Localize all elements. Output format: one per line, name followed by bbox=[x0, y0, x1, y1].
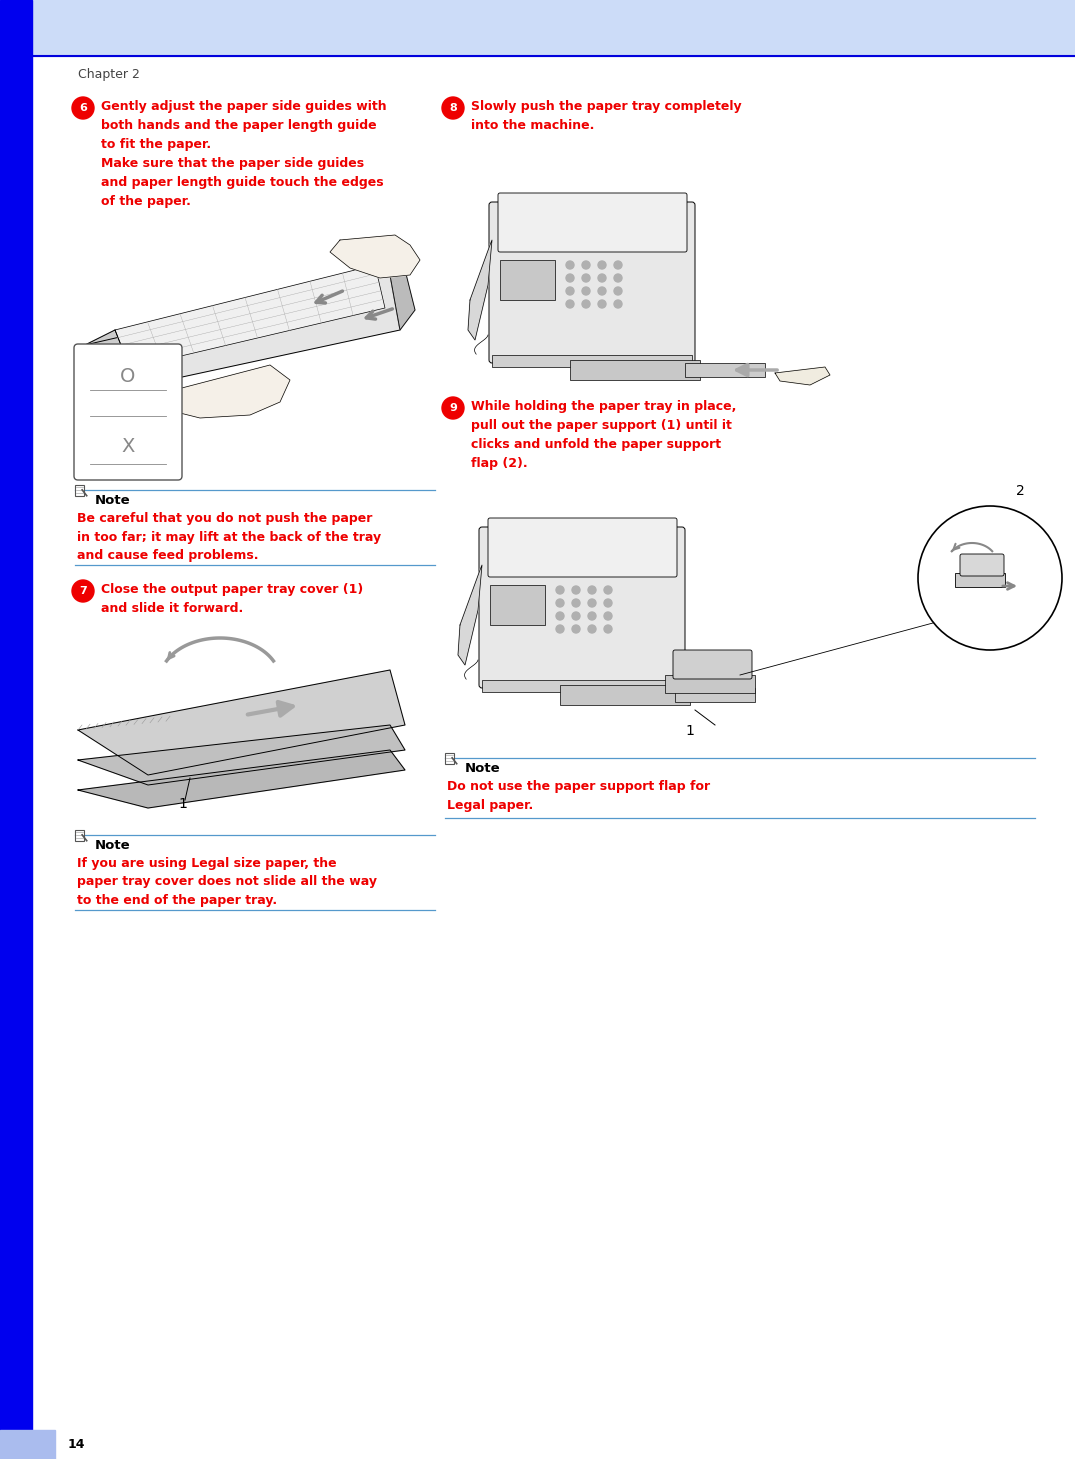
FancyBboxPatch shape bbox=[74, 344, 182, 480]
Polygon shape bbox=[468, 239, 492, 340]
Text: Note: Note bbox=[465, 762, 501, 775]
Text: Do not use the paper support flap for
Legal paper.: Do not use the paper support flap for Le… bbox=[447, 781, 711, 811]
Circle shape bbox=[567, 261, 574, 268]
Polygon shape bbox=[145, 365, 290, 417]
Text: If you are using Legal size paper, the
paper tray cover does not slide all the w: If you are using Legal size paper, the p… bbox=[77, 856, 377, 907]
Text: 8: 8 bbox=[449, 104, 457, 112]
Bar bbox=[0, 0, 1075, 55]
Circle shape bbox=[567, 287, 574, 295]
Polygon shape bbox=[85, 274, 400, 385]
Circle shape bbox=[572, 624, 580, 633]
FancyBboxPatch shape bbox=[488, 518, 677, 576]
Text: O: O bbox=[120, 366, 135, 385]
Text: X: X bbox=[121, 436, 134, 455]
Circle shape bbox=[598, 274, 606, 282]
Polygon shape bbox=[330, 235, 420, 279]
Text: 6: 6 bbox=[80, 104, 87, 112]
Polygon shape bbox=[78, 750, 405, 808]
Circle shape bbox=[442, 96, 464, 120]
Text: Slowly push the paper tray completely
into the machine.: Slowly push the paper tray completely in… bbox=[471, 101, 742, 131]
Bar bbox=[570, 360, 700, 379]
Circle shape bbox=[72, 96, 94, 120]
Circle shape bbox=[556, 611, 564, 620]
Text: Gently adjust the paper side guides with
both hands and the paper length guide
t: Gently adjust the paper side guides with… bbox=[101, 101, 387, 209]
Text: 7: 7 bbox=[80, 587, 87, 595]
Circle shape bbox=[442, 397, 464, 419]
FancyBboxPatch shape bbox=[673, 651, 752, 678]
Text: Chapter 2: Chapter 2 bbox=[78, 69, 140, 82]
Circle shape bbox=[614, 274, 622, 282]
Bar bbox=[955, 573, 1005, 587]
Circle shape bbox=[582, 287, 590, 295]
Circle shape bbox=[588, 611, 596, 620]
Polygon shape bbox=[78, 725, 405, 785]
Circle shape bbox=[604, 587, 612, 594]
Text: Note: Note bbox=[95, 495, 131, 506]
FancyBboxPatch shape bbox=[498, 193, 687, 252]
Bar bbox=[492, 355, 692, 368]
Circle shape bbox=[556, 624, 564, 633]
Text: 14: 14 bbox=[68, 1437, 86, 1450]
Text: Note: Note bbox=[95, 839, 131, 852]
FancyBboxPatch shape bbox=[960, 554, 1004, 576]
Text: Be careful that you do not push the paper
in too far; it may lift at the back of: Be careful that you do not push the pape… bbox=[77, 512, 382, 562]
Circle shape bbox=[614, 287, 622, 295]
Circle shape bbox=[567, 274, 574, 282]
Bar bbox=[482, 680, 682, 692]
Text: Close the output paper tray cover (1)
and slide it forward.: Close the output paper tray cover (1) an… bbox=[101, 584, 363, 616]
Polygon shape bbox=[85, 330, 130, 388]
Circle shape bbox=[582, 301, 590, 308]
Circle shape bbox=[604, 611, 612, 620]
Circle shape bbox=[614, 261, 622, 268]
FancyBboxPatch shape bbox=[479, 527, 685, 689]
Circle shape bbox=[614, 301, 622, 308]
Bar bbox=[560, 684, 690, 705]
Circle shape bbox=[598, 301, 606, 308]
Circle shape bbox=[582, 261, 590, 268]
Text: 2: 2 bbox=[1016, 484, 1024, 498]
Bar bbox=[0, 1430, 55, 1459]
Text: 1: 1 bbox=[178, 797, 187, 811]
Polygon shape bbox=[115, 266, 385, 368]
Polygon shape bbox=[458, 565, 482, 665]
Polygon shape bbox=[390, 270, 415, 330]
Polygon shape bbox=[78, 670, 405, 775]
FancyBboxPatch shape bbox=[489, 201, 696, 363]
Circle shape bbox=[582, 274, 590, 282]
Circle shape bbox=[604, 624, 612, 633]
Circle shape bbox=[598, 261, 606, 268]
FancyBboxPatch shape bbox=[445, 753, 454, 765]
Circle shape bbox=[72, 581, 94, 603]
Circle shape bbox=[572, 611, 580, 620]
Circle shape bbox=[918, 506, 1062, 651]
Bar bbox=[685, 363, 765, 376]
Circle shape bbox=[604, 600, 612, 607]
Text: 1: 1 bbox=[686, 724, 694, 738]
Circle shape bbox=[572, 587, 580, 594]
FancyBboxPatch shape bbox=[75, 830, 84, 842]
Polygon shape bbox=[775, 368, 830, 385]
Bar bbox=[0, 0, 32, 1459]
Circle shape bbox=[598, 287, 606, 295]
Circle shape bbox=[572, 600, 580, 607]
Bar bbox=[665, 676, 755, 693]
Text: While holding the paper tray in place,
pull out the paper support (1) until it
c: While holding the paper tray in place, p… bbox=[471, 400, 736, 470]
Circle shape bbox=[567, 301, 574, 308]
Circle shape bbox=[556, 600, 564, 607]
Circle shape bbox=[556, 587, 564, 594]
Bar bbox=[500, 260, 555, 301]
Bar bbox=[490, 585, 545, 624]
Circle shape bbox=[588, 624, 596, 633]
Bar bbox=[675, 689, 755, 702]
Circle shape bbox=[588, 600, 596, 607]
FancyBboxPatch shape bbox=[75, 486, 84, 496]
Circle shape bbox=[588, 587, 596, 594]
Text: 9: 9 bbox=[449, 403, 457, 413]
